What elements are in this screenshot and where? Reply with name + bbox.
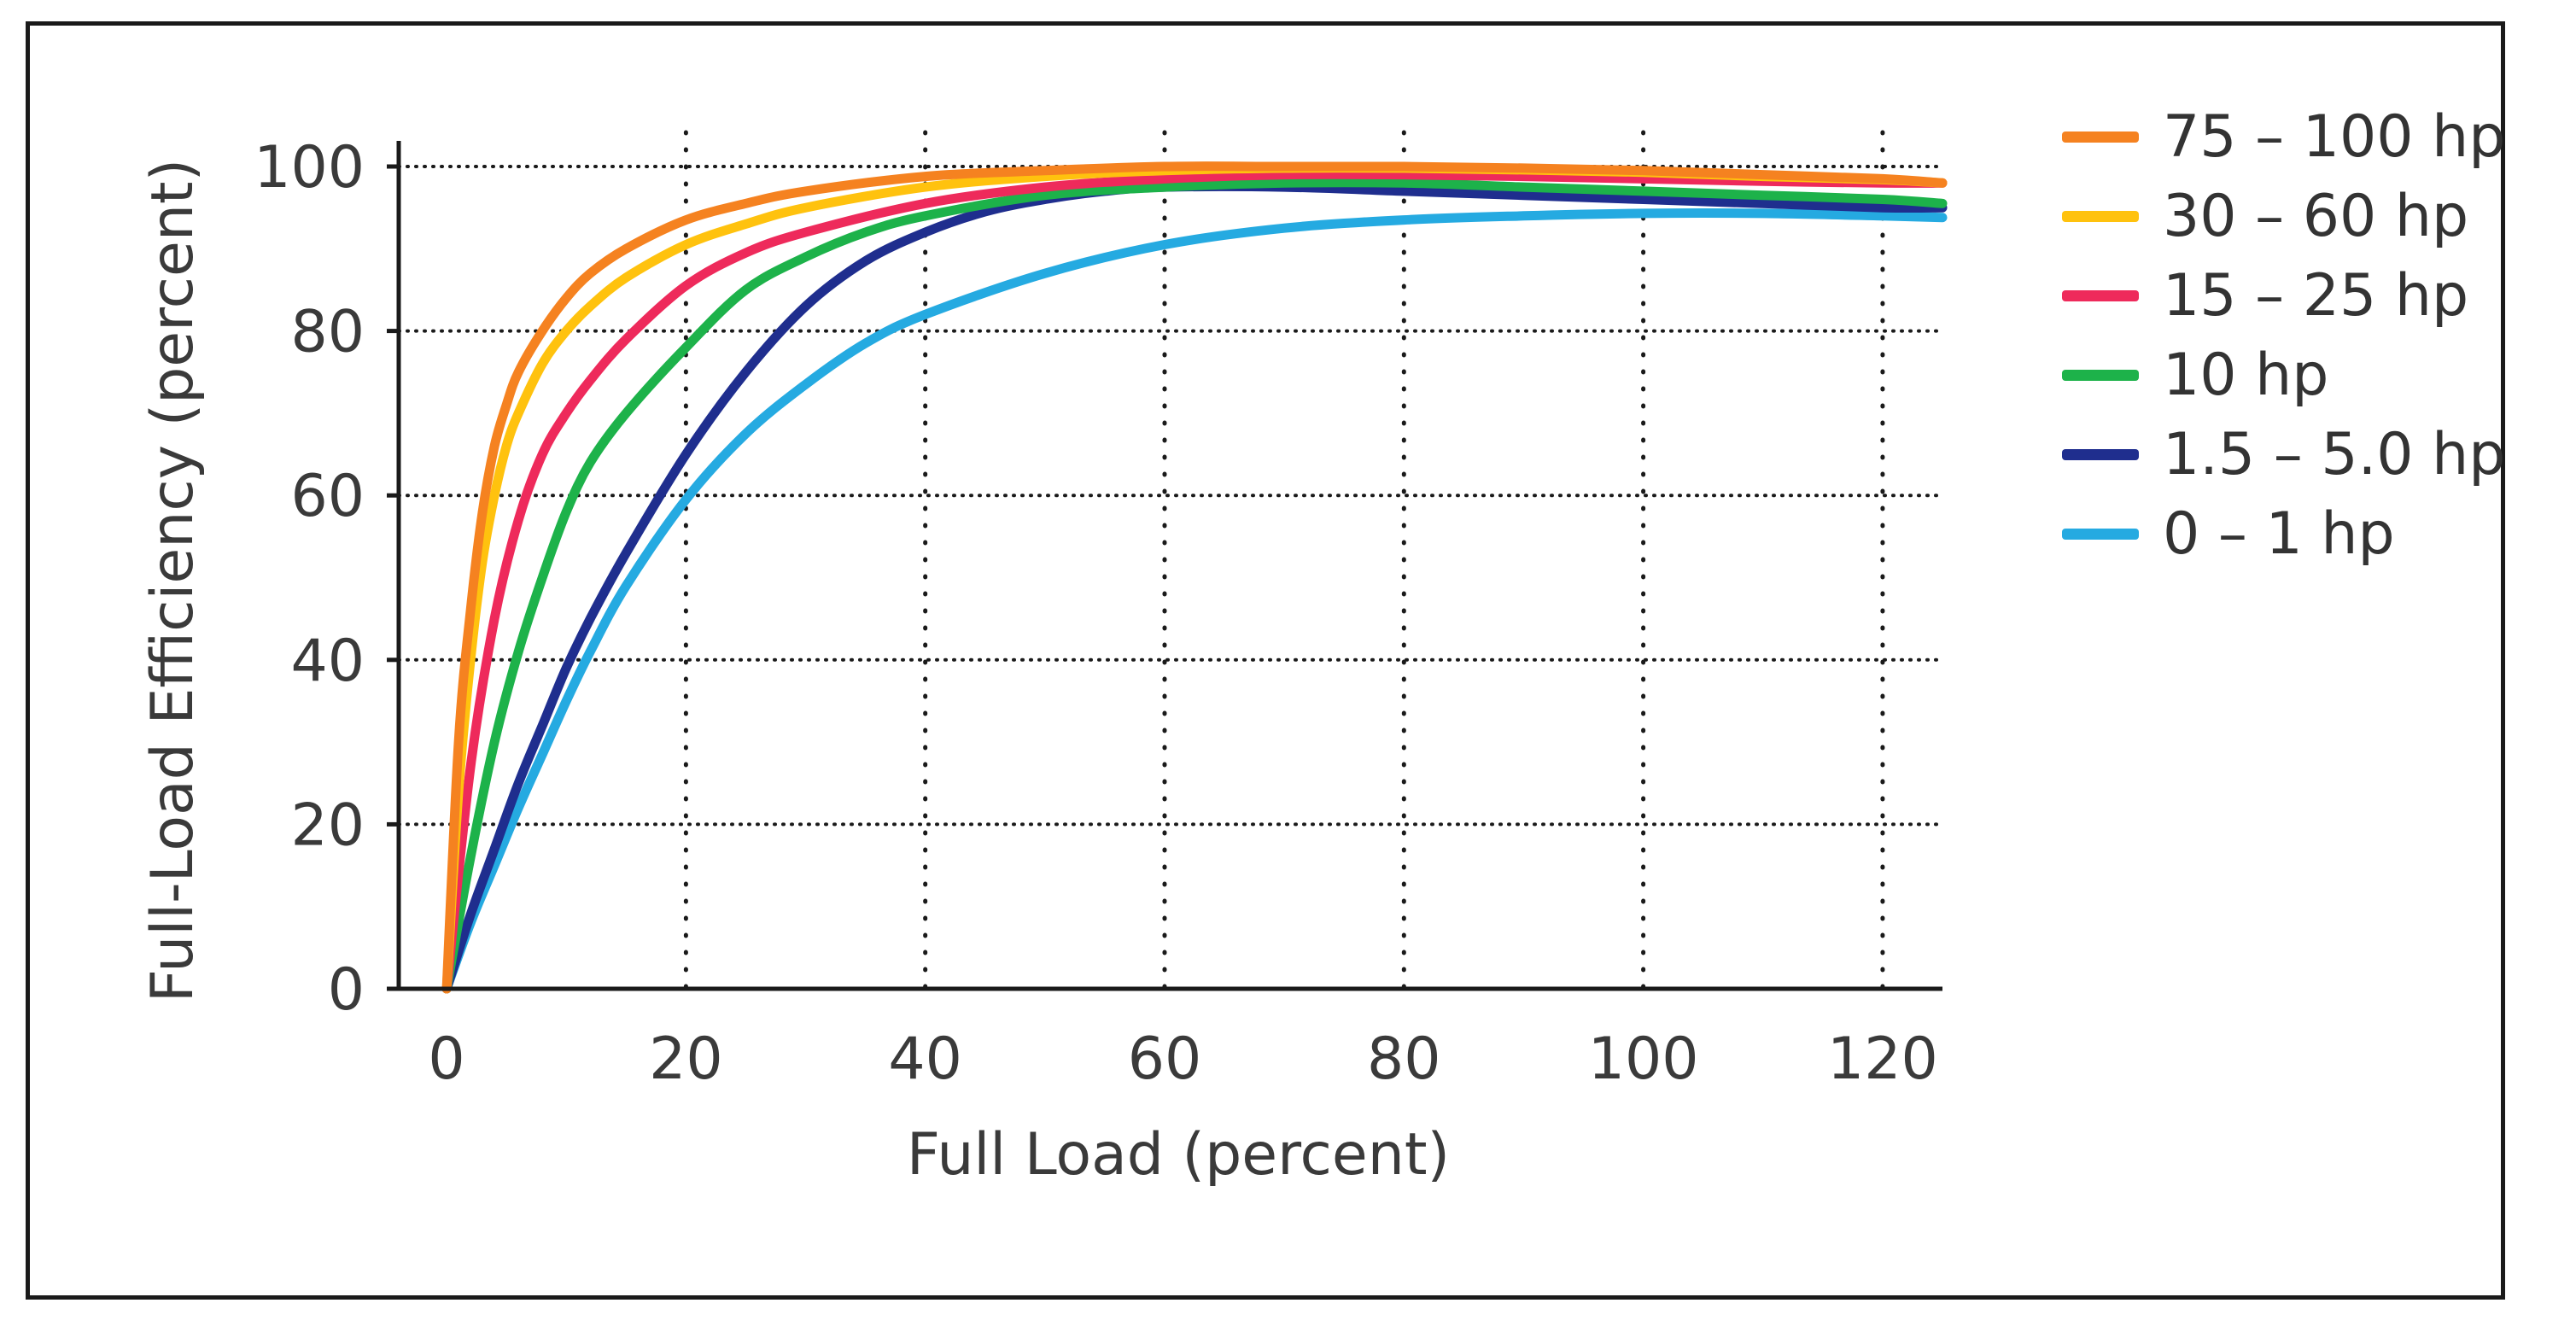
legend-item: 0 – 1 hp	[2062, 500, 2395, 568]
y-tick-label: 0	[328, 956, 365, 1024]
chart-frame	[26, 21, 2505, 1300]
legend-label: 75 – 100 hp	[2163, 102, 2506, 171]
legend-swatch	[2062, 369, 2139, 381]
series-line	[441, 163, 1948, 994]
x-tick-label: 40	[888, 1026, 962, 1093]
axes	[387, 141, 1942, 991]
x-tick-label: 120	[1827, 1026, 1938, 1093]
legend-item: 15 – 25 hp	[2062, 261, 2468, 330]
grid	[397, 130, 1944, 991]
legend-item: 1.5 – 5.0 hp	[2062, 420, 2505, 488]
y-tick-label: 20	[290, 792, 365, 859]
legend-label: 30 – 60 hp	[2163, 182, 2469, 250]
x-tick-label: 60	[1128, 1026, 1202, 1093]
series-line	[441, 178, 1948, 994]
legend-item: 10 hp	[2062, 341, 2328, 409]
series-layer	[441, 161, 1948, 994]
legend-label: 1.5 – 5.0 hp	[2163, 420, 2506, 488]
x-tick-label: 80	[1367, 1026, 1441, 1093]
x-axis-label: Full Load (percent)	[907, 1121, 1450, 1189]
series-line	[441, 182, 1948, 994]
series-line	[441, 169, 1948, 994]
legend-swatch	[2062, 131, 2139, 143]
legend-label: 10 hp	[2163, 341, 2329, 409]
legend-swatch	[2062, 210, 2139, 222]
series-line	[441, 208, 1948, 994]
x-tick-label: 100	[1588, 1026, 1699, 1093]
y-tick-label: 100	[254, 134, 365, 202]
x-tick-label: 20	[649, 1026, 723, 1093]
legend-swatch	[2062, 448, 2139, 460]
legend-item: 30 – 60 hp	[2062, 182, 2468, 250]
y-tick-label: 40	[290, 628, 365, 695]
y-tick-label: 60	[290, 463, 365, 530]
legend-label: 0 – 1 hp	[2163, 500, 2395, 568]
y-axis-label: Full-Load Efficiency (percent)	[139, 159, 207, 1002]
legend-swatch	[2062, 289, 2139, 301]
y-tick-label: 80	[290, 299, 365, 366]
legend-swatch	[2062, 528, 2139, 540]
x-tick-label: 0	[428, 1026, 464, 1093]
legend-label: 15 – 25 hp	[2163, 261, 2469, 330]
series-line	[441, 161, 1948, 994]
tick-labels: 0 20 40 60 80 100 0 20 40 60 80 100 120	[254, 134, 1938, 1093]
legend-item: 75 – 100 hp	[2062, 102, 2505, 171]
